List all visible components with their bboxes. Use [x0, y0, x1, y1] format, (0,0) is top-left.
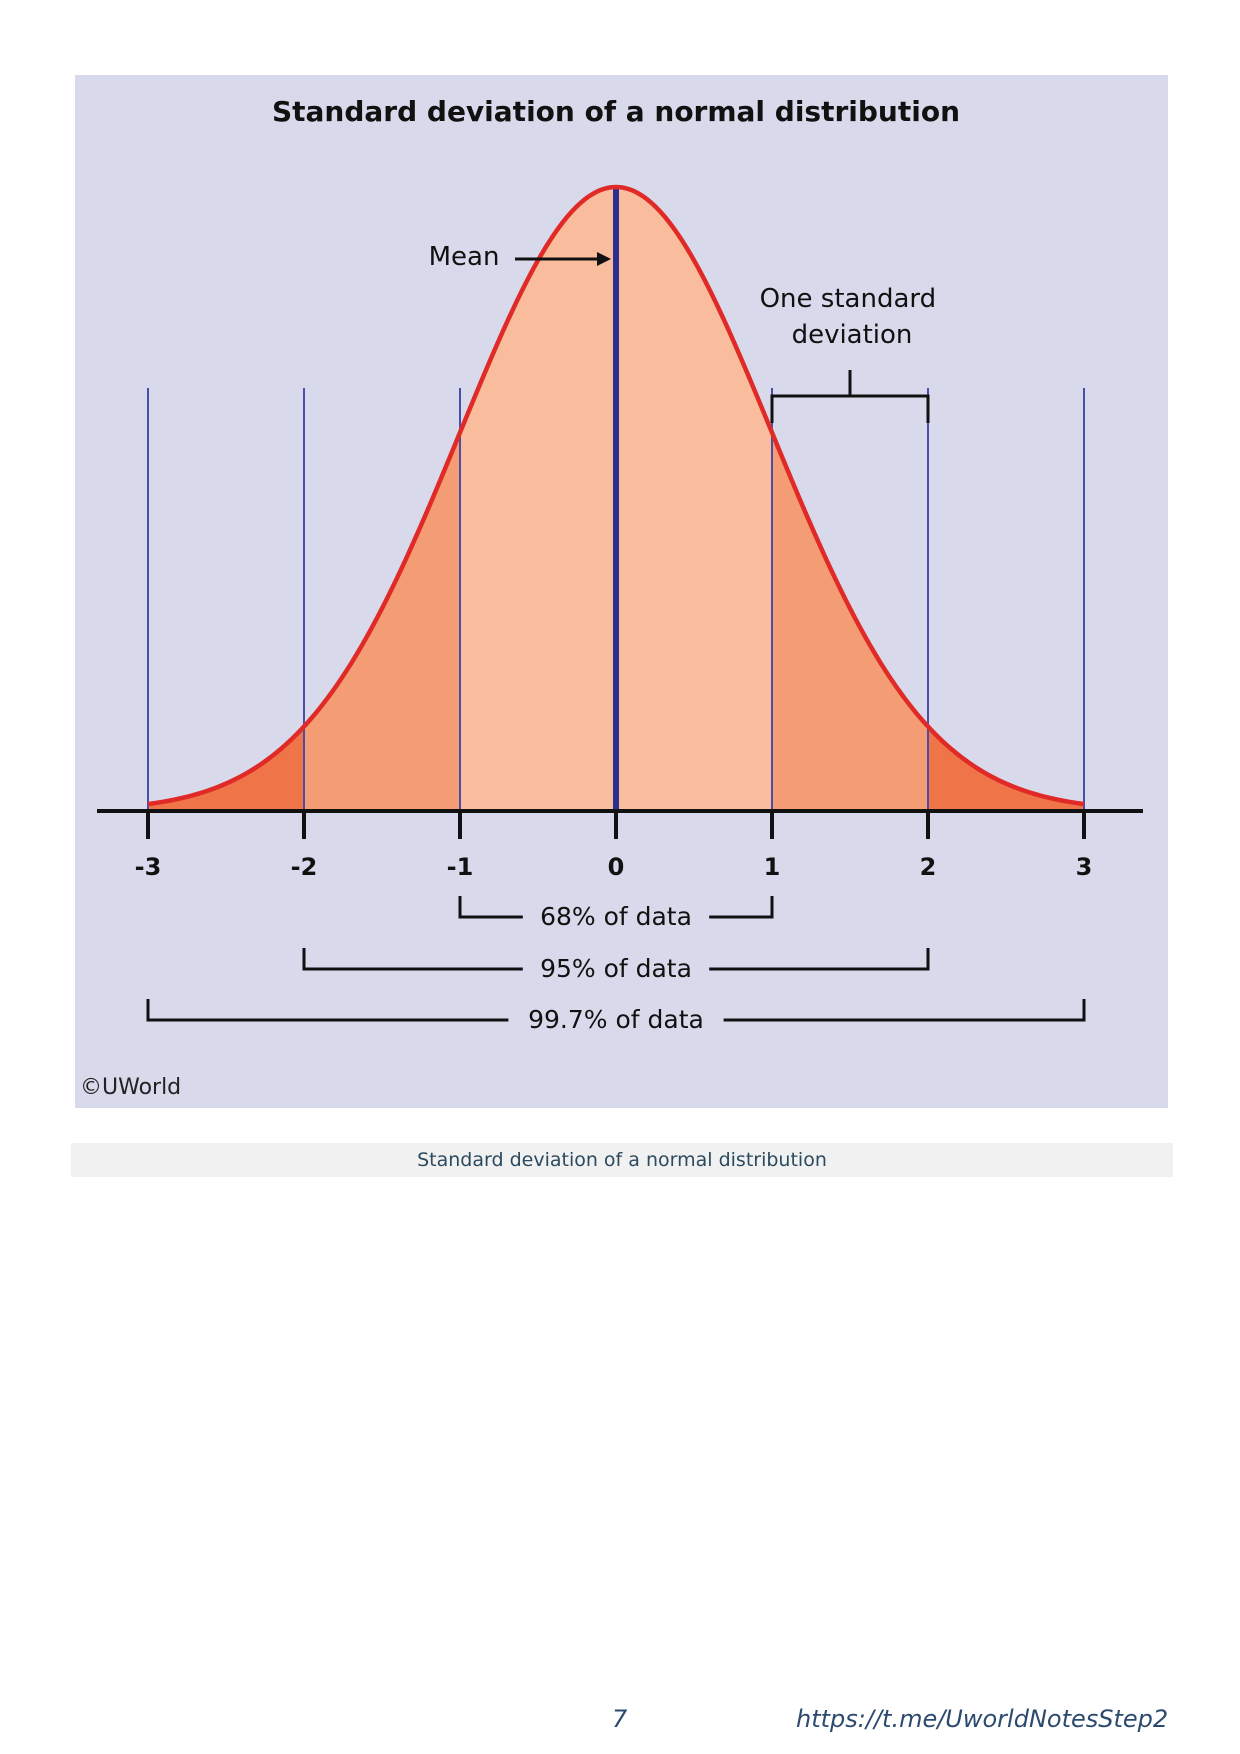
copyright-text: ©UWorld — [80, 1075, 181, 1100]
normal-curve — [147, 184, 1085, 807]
x-tick-label-0: 0 — [608, 853, 625, 881]
band-label-95: 95% of data — [540, 954, 692, 983]
x-tick-label-minus-2: -2 — [291, 853, 318, 881]
chart-figure: -3 -2 -1 0 1 2 3 Standard deviation of a norma… — [75, 75, 1168, 1108]
mean-arrow — [515, 252, 611, 266]
x-tick-label-1: 1 — [764, 853, 781, 881]
mean-label: Mean — [429, 242, 500, 272]
bracket-95 — [302, 948, 930, 971]
area-band-99-7-right — [928, 726, 1084, 811]
band-label-68: 68% of data — [540, 902, 692, 931]
band-label-99-7: 99.7% of data — [528, 1005, 704, 1034]
figure-caption: Standard deviation of a normal distribut… — [71, 1143, 1173, 1177]
x-tick-label-3: 3 — [1076, 853, 1093, 881]
x-tick-label-minus-1: -1 — [447, 853, 474, 881]
x-tick-label-minus-3: -3 — [135, 853, 162, 881]
footer-link[interactable]: https://t.me/UworldNotesStep2 — [796, 1705, 1169, 1733]
bracket-99-7 — [146, 999, 1086, 1022]
x-tick-label-2: 2 — [920, 853, 937, 881]
area-band-99-7-left — [148, 726, 304, 811]
page-number: 7 — [612, 1705, 628, 1733]
normal-distribution-chart: -3 -2 -1 0 1 2 3 Standard deviation of a norma… — [80, 95, 1143, 1100]
chart-title: Standard deviation of a normal distribut… — [272, 95, 960, 128]
caption-text: Standard deviation of a normal distribut… — [417, 1149, 827, 1171]
sd-annotation-bracket — [770, 370, 930, 423]
sd-annotation: One standard deviation — [760, 284, 945, 350]
bracket-68 — [458, 896, 774, 919]
